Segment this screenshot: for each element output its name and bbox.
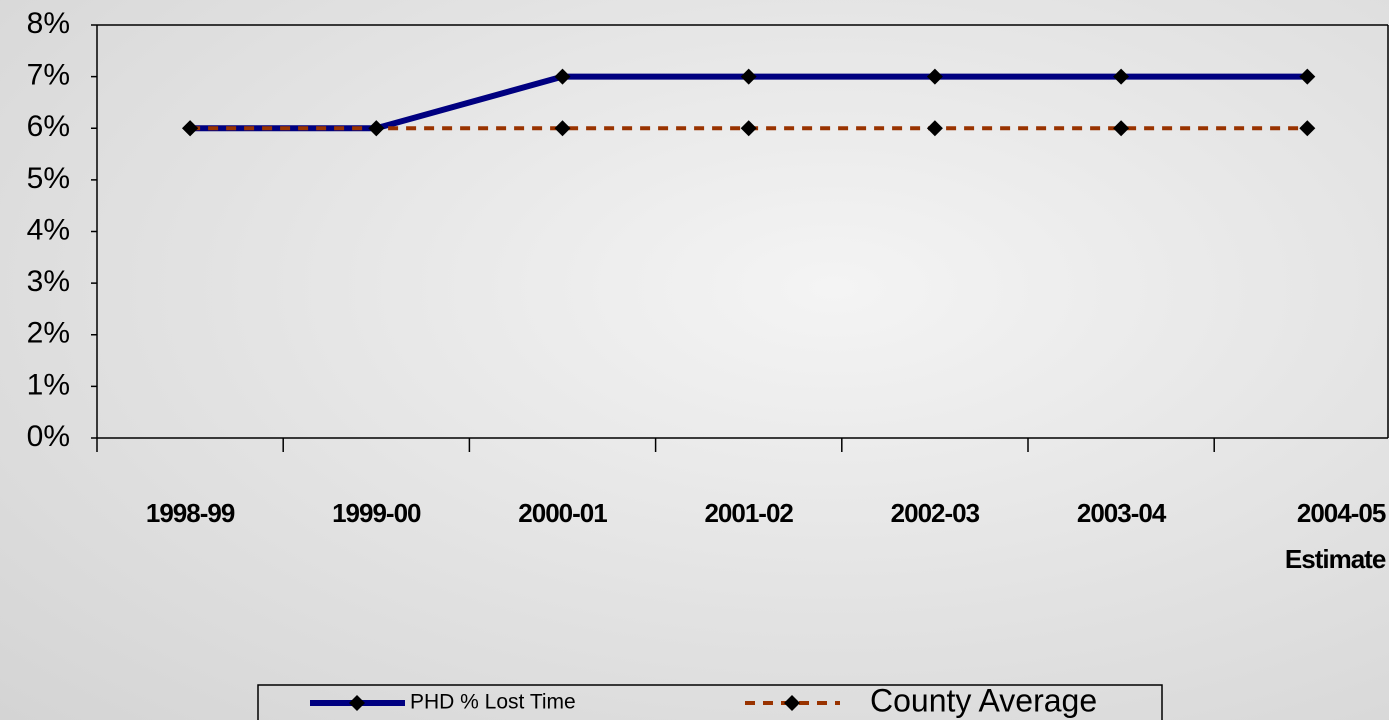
point-marker — [1299, 69, 1315, 85]
y-tick-label: 2% — [27, 317, 70, 350]
point-marker — [1299, 120, 1315, 136]
point-marker — [555, 120, 571, 136]
point-marker — [1113, 120, 1129, 136]
point-marker — [368, 120, 384, 136]
x-tick-label: 2003-04 — [1041, 490, 1201, 536]
legend-marker — [349, 695, 365, 711]
legend-label: County Average — [870, 682, 1097, 718]
x-tick-label: 2004-05 Estimate — [1207, 490, 1385, 582]
y-tick-label: 1% — [27, 368, 70, 401]
chart: 0% 1% 2% 3% 4% 5% 6% 7% 8% PHD % Lost Time County … — [0, 0, 1389, 720]
point-marker — [741, 69, 757, 85]
legend-label: PHD % Lost Time — [410, 691, 576, 714]
y-tick-label: 6% — [27, 110, 70, 143]
y-tick-label: 4% — [27, 213, 70, 246]
point-marker — [927, 69, 943, 85]
legend-marker — [784, 695, 800, 711]
y-tick-label: 8% — [27, 7, 70, 40]
y-tick-label: 3% — [27, 265, 70, 298]
point-marker — [555, 69, 571, 85]
point-marker — [927, 120, 943, 136]
y-tick-label: 0% — [27, 420, 70, 453]
y-tick-label: 7% — [27, 59, 70, 92]
x-tick-label: 2000-01 — [483, 490, 643, 536]
y-tick-label: 5% — [27, 162, 70, 195]
point-marker — [182, 120, 198, 136]
x-tick-label: 1999-00 — [296, 490, 456, 536]
point-marker — [1113, 69, 1129, 85]
legend: PHD % Lost Time County Average — [258, 682, 1162, 720]
point-marker — [741, 120, 757, 136]
page: 0% 1% 2% 3% 4% 5% 6% 7% 8% PHD % Lost Time County … — [0, 0, 1389, 720]
x-tick-label: 2001-02 — [669, 490, 829, 536]
x-tick-label: 1998-99 — [110, 490, 270, 536]
x-tick-label: 2002-03 — [855, 490, 1015, 536]
